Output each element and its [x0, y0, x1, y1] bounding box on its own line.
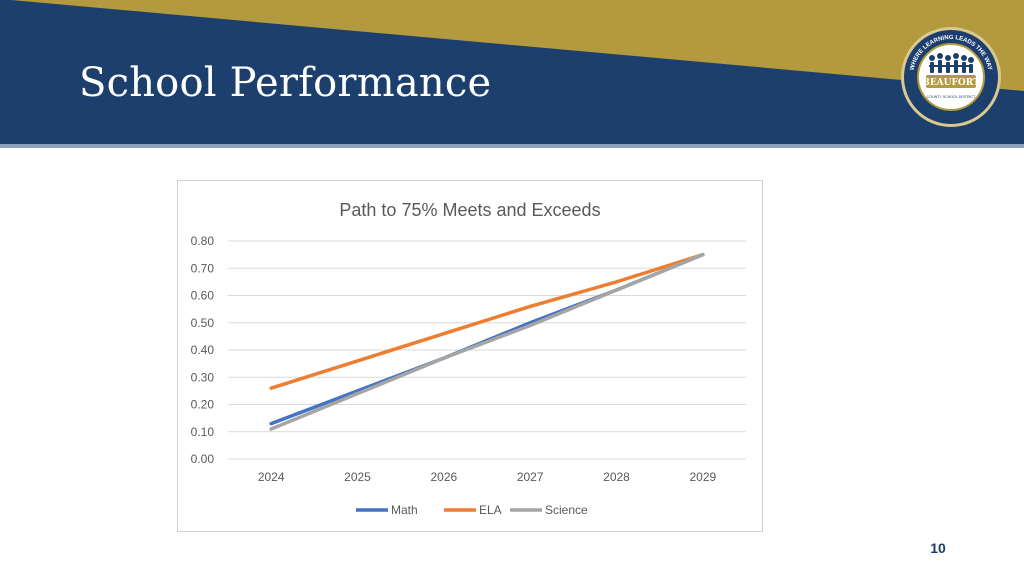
chart-canvas: Path to 75% Meets and Exceeds 0.000.100.… — [191, 200, 746, 517]
y-tick-label: 0.70 — [191, 261, 215, 275]
legend-label: Math — [391, 503, 418, 517]
y-tick-label: 0.80 — [191, 234, 215, 248]
logo-name: BEAUFORT — [922, 78, 980, 88]
y-tick-label: 0.10 — [191, 425, 215, 439]
x-tick-label: 2024 — [258, 470, 285, 484]
y-tick-label: 0.60 — [191, 289, 215, 303]
y-axis-ticks: 0.00 0.10 0.20 0.30 0.40 0.50 0.60 0.70 0.80 — [191, 234, 215, 466]
y-tick-label: 0.00 — [191, 452, 215, 466]
series-line-ela — [269, 252, 705, 390]
series-line-science — [269, 252, 705, 431]
legend-label: ELA — [479, 503, 502, 517]
logo-subtitle: COUNTY SCHOOL DISTRICT — [927, 95, 977, 99]
x-tick-label: 2029 — [689, 470, 716, 484]
y-tick-label: 0.30 — [191, 370, 215, 384]
chart-legend: Math ELA Science — [356, 503, 588, 517]
page-number: 10 — [930, 540, 946, 556]
header-background — [0, 0, 1024, 148]
legend-label: Science — [545, 503, 588, 517]
y-tick-label: 0.40 — [191, 343, 215, 357]
page-title: School Performance — [79, 60, 492, 106]
line-chart: Path to 75% Meets and Exceeds 0.00 0.10 0.… — [177, 180, 763, 532]
district-logo: BEAUFORT COUNTY SCHOOL DISTRICT WHERE LE… — [899, 25, 1003, 129]
x-tick-label: 2028 — [603, 470, 630, 484]
x-axis-ticks: 2024 2025 2026 2027 2028 2029 — [258, 470, 717, 484]
header-banner — [0, 0, 1024, 148]
chart-title: Path to 75% Meets and Exceeds — [339, 200, 600, 220]
x-tick-label: 2026 — [430, 470, 457, 484]
children-icon — [929, 53, 974, 73]
chart-gridlines — [228, 240, 746, 460]
y-tick-label: 0.20 — [191, 398, 215, 412]
chart-series — [269, 252, 705, 431]
y-tick-label: 0.50 — [191, 316, 215, 330]
x-tick-label: 2027 — [517, 470, 544, 484]
x-tick-label: 2025 — [344, 470, 371, 484]
